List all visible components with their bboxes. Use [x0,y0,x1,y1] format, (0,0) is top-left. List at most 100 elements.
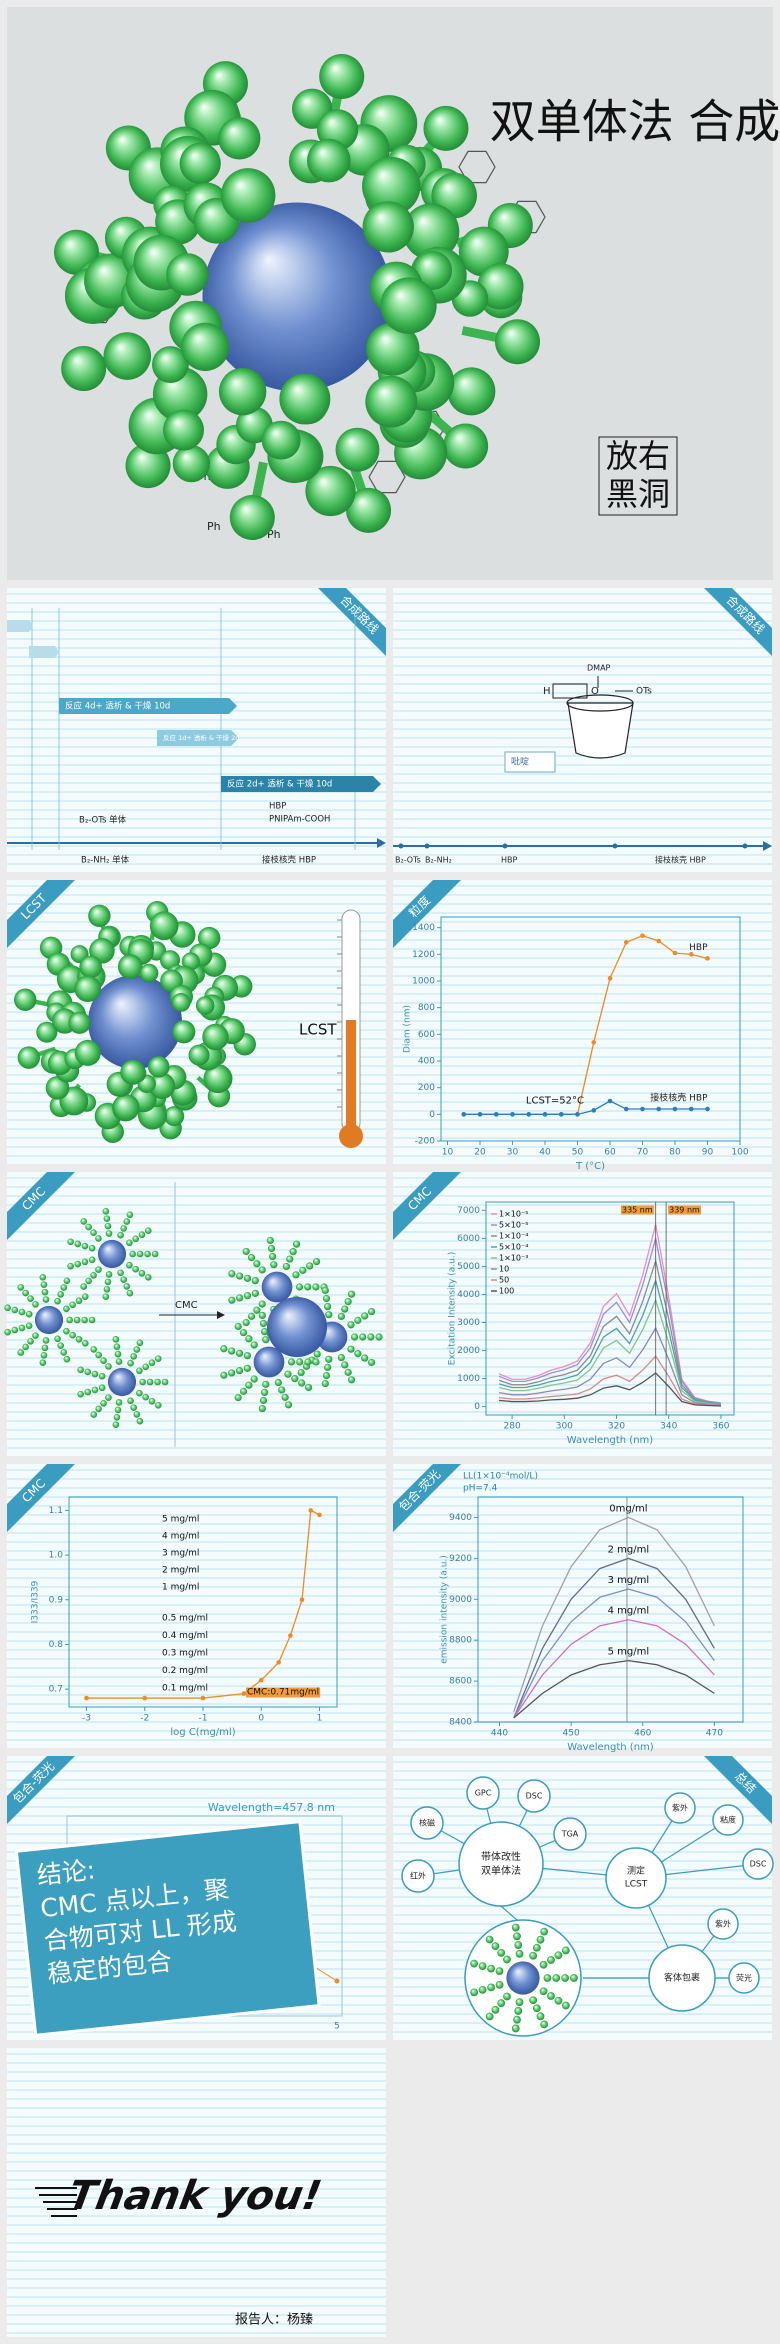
y-tick-label: 8800 [449,1636,472,1646]
y-axis-label: emission intensity (a.u.) [440,1555,450,1664]
sphere [536,2012,545,2021]
sphere [139,1378,146,1386]
sphere [359,1333,367,1341]
node [707,1908,739,1940]
data-point [288,1633,293,1638]
y-tick-label: 1000 [412,977,435,987]
sphere [281,1393,289,1401]
sphere [123,1218,131,1225]
series-label: 5 mg/ml [608,1647,650,1658]
sphere [319,53,365,99]
data-point [591,1040,597,1045]
x-tick-label: -2 [140,1714,149,1724]
legend-label: 1×10⁻⁵ [499,1210,528,1219]
timeline-dot [502,843,508,849]
sphere [313,1350,321,1358]
node [466,1776,500,1810]
sphere [14,988,37,1011]
sphere [63,1305,70,1313]
tag-ribbon [318,588,386,656]
route-label: PNIPAm-COOH [269,815,330,825]
y-tick-label: -200 [415,1137,436,1147]
x-tick-label: 450 [563,1729,580,1739]
step-banner [157,730,239,746]
x-tick-label: 300 [556,1422,573,1432]
x-tick-label: 460 [634,1729,651,1739]
sphere [495,1980,504,1989]
core [506,1961,540,1995]
data-point [299,1597,305,1603]
sphere [77,1366,84,1374]
sphere [104,1278,112,1286]
sphere [242,1247,250,1256]
tag-ribbon [7,1756,75,1824]
sphere [350,1333,359,1341]
sphere [235,1367,244,1375]
sphere [85,1223,92,1231]
sphere [292,1271,300,1279]
subtitle: Wavelength=457.8 nm [208,1801,335,1814]
x-tick-label: 30 [507,1148,519,1158]
sphere [115,1358,123,1365]
slide-background [393,1172,772,1456]
sphere [22,1343,29,1351]
node-text: 客体包裹 [664,1972,700,1984]
series-label: 2 mg/ml [608,1544,650,1555]
sphere [142,1363,149,1371]
sphere [27,1295,34,1303]
concentration-label: 0.5 mg/ml [162,1614,208,1624]
slide: Thank you! 报告人：杨臻 [7,2048,386,2337]
sphere [60,1349,68,1356]
core [267,1297,327,1357]
y-tick-label: 200 [418,1083,435,1093]
y-tick-label: 0 [474,1402,480,1412]
sphere [325,1311,333,1319]
sphere [117,1269,124,1277]
data-point [510,1112,515,1117]
sphere [539,1960,548,1969]
sphere [85,1277,92,1285]
sphere [113,1343,121,1351]
sphere [503,1992,511,2001]
sphere [540,1927,549,1936]
sphere [299,1266,307,1274]
sphere [105,1363,112,1370]
sphere [67,1238,74,1246]
fragment-box [552,683,588,699]
sphere [289,1248,297,1256]
sphere [267,1244,276,1253]
sphere [529,1996,538,2005]
sphere [239,1329,248,1337]
concentration-label: 0.2 mg/ml [162,1666,208,1676]
node-text: 紫外 [672,1803,688,1813]
x-tick-label: 470 [706,1729,723,1739]
sphere [63,1355,71,1363]
node [401,1859,435,1893]
legend-label: 5×10⁻⁵ [499,1221,528,1230]
x-tick-label: 5 [334,2022,340,2032]
sphere [146,1378,154,1386]
sphere [88,1256,96,1264]
sphere [18,1324,26,1332]
sphere [151,346,189,383]
sphere [133,1346,141,1353]
sphere [337,1353,345,1362]
sphere [361,1354,369,1362]
series-line [498,1238,722,1404]
sphere [258,1266,266,1274]
y-tick-label: 1200 [412,950,435,960]
sphere [243,1292,252,1300]
x-tick-label: 40 [539,1148,551,1158]
sphere [347,1290,356,1298]
sphere [497,1999,506,2008]
slide-background [393,880,772,1164]
sphere [347,1321,355,1329]
sphere [270,1261,278,1269]
sphere [235,1349,244,1357]
sphere [514,1941,523,1949]
sphere [491,2005,500,2014]
